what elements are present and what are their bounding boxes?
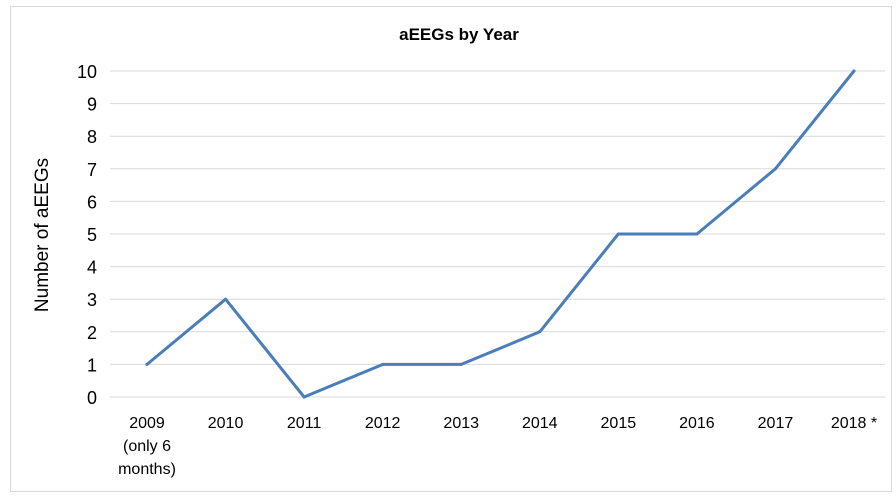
chart-title: aEEGs by Year [399,25,519,44]
series-line [145,69,856,399]
y-tick-label: 5 [87,225,97,245]
chart-frame [10,6,892,492]
x-tick-label: 2014 [522,415,558,432]
x-tick-label: 2018 * [831,415,877,432]
data-point [302,395,306,399]
data-point [852,69,856,73]
x-tick-label: 2017 [758,415,794,432]
x-tick-label: months) [118,461,176,478]
data-point [381,362,385,366]
gridlines [110,70,885,398]
y-tick-label: 2 [87,323,97,343]
y-tick-label: 3 [87,290,97,310]
x-tick-labels: 2009 (only 6 months) 2010 2011 2012 2013 2014 20… [118,415,877,478]
y-tick-label: 4 [87,258,97,278]
y-axis-title: Number of aEEGs [32,158,53,312]
data-point [695,232,699,236]
y-tick-label: 7 [87,160,97,180]
x-tick-label: 2015 [601,415,637,432]
x-tick-label: 2013 [443,415,479,432]
x-tick-label: 2010 [208,415,244,432]
y-tick-label: 1 [87,355,97,375]
x-tick-label: 2012 [365,415,401,432]
y-tick-label: 10 [77,62,97,82]
x-tick-label: 2011 [287,415,322,432]
data-point [145,362,149,366]
y-tick-label: 6 [87,192,97,212]
x-tick-label: 2016 [679,415,715,432]
series [145,69,856,399]
y-tick-labels: 0 1 2 3 4 5 6 7 8 9 10 [77,62,97,408]
y-tick-label: 0 [87,388,97,408]
data-point [616,232,620,236]
y-tick-label: 9 [87,95,97,115]
y-tick-label: 8 [87,127,97,147]
x-tick-label: 2009 [129,415,165,432]
data-point [538,330,542,334]
x-tick-label: (only 6 [123,438,171,455]
data-point [459,362,463,366]
data-point [224,297,228,301]
data-point [773,167,777,171]
